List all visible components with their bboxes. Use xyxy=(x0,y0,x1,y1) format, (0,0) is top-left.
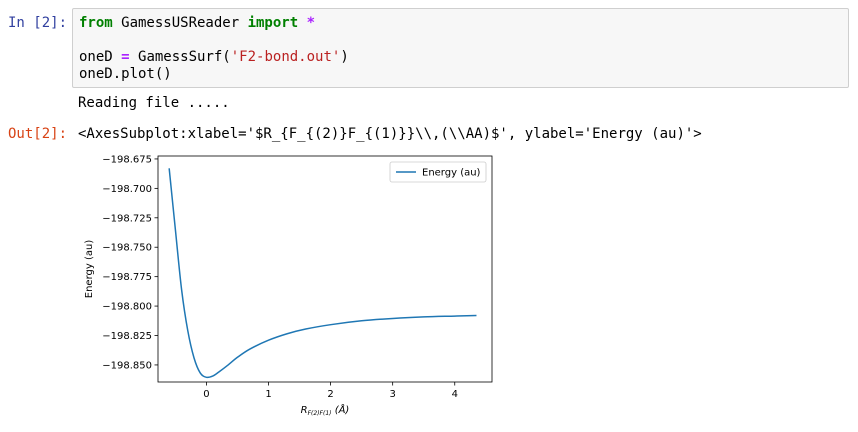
code-line-plot: oneD.plot() xyxy=(79,66,172,82)
y-tick-label: −198.750 xyxy=(102,243,152,254)
y-tick-label: −198.700 xyxy=(102,184,152,195)
code-cell-input[interactable]: from GamessUSReader import * oneD = Game… xyxy=(72,8,849,88)
y-tick-label: −198.775 xyxy=(102,272,152,283)
x-tick-label: 1 xyxy=(265,389,271,400)
axes-frame xyxy=(157,155,493,383)
x-tick-label: 0 xyxy=(203,389,209,400)
y-tick-label: −198.825 xyxy=(102,331,152,342)
keyword-from: from xyxy=(79,15,113,31)
string-argument: 'F2-bond.out' xyxy=(230,49,341,65)
assign-operator: = xyxy=(121,49,130,65)
function-call: GamessSurf( xyxy=(129,49,231,65)
x-tick-label: 3 xyxy=(389,389,395,400)
legend-box xyxy=(389,161,487,183)
module-name: GamessUSReader xyxy=(112,15,248,31)
keyword-import: import xyxy=(247,15,299,31)
code-line-import: from GamessUSReader import * xyxy=(79,15,315,32)
code-line-assign: oneD = GamessSurf('F2-bond.out') xyxy=(79,49,349,66)
x-axis-label-unit: (Å) xyxy=(332,403,350,416)
x-tick-label: 4 xyxy=(452,389,458,400)
stdout-text: Reading file ..... xyxy=(78,95,230,111)
output-repr-text: <AxesSubplot:xlabel='$R_{F_{(2)}F_{(1)}}… xyxy=(78,126,702,142)
legend: Energy (au) xyxy=(389,161,487,183)
y-tick-label: −198.675 xyxy=(102,154,152,165)
import-star: * xyxy=(298,15,316,31)
x-axis-label: RF(2)F(1) (Å) xyxy=(301,403,350,417)
y-axis-label: Energy (au) xyxy=(84,240,95,299)
input-prompt: In [2]: xyxy=(8,15,68,31)
y-tick-label: −198.800 xyxy=(102,302,152,313)
y-tick-label: −198.850 xyxy=(102,360,152,371)
output-prompt: Out[2]: xyxy=(8,126,68,142)
y-tick-label: −198.725 xyxy=(102,213,152,224)
x-axis-label-subscript: F(2)F(1) xyxy=(308,410,332,417)
energy-curve xyxy=(168,168,477,379)
energy-plot: −198.675 −198.700 −198.725 −198.750 −198.775… xyxy=(84,154,493,417)
x-tick-label: 2 xyxy=(327,389,333,400)
close-paren: ) xyxy=(340,49,349,65)
legend-label-energy: Energy (au) xyxy=(422,168,481,179)
x-axis-label-main: R xyxy=(301,405,308,416)
variable-name: oneD xyxy=(79,49,122,65)
